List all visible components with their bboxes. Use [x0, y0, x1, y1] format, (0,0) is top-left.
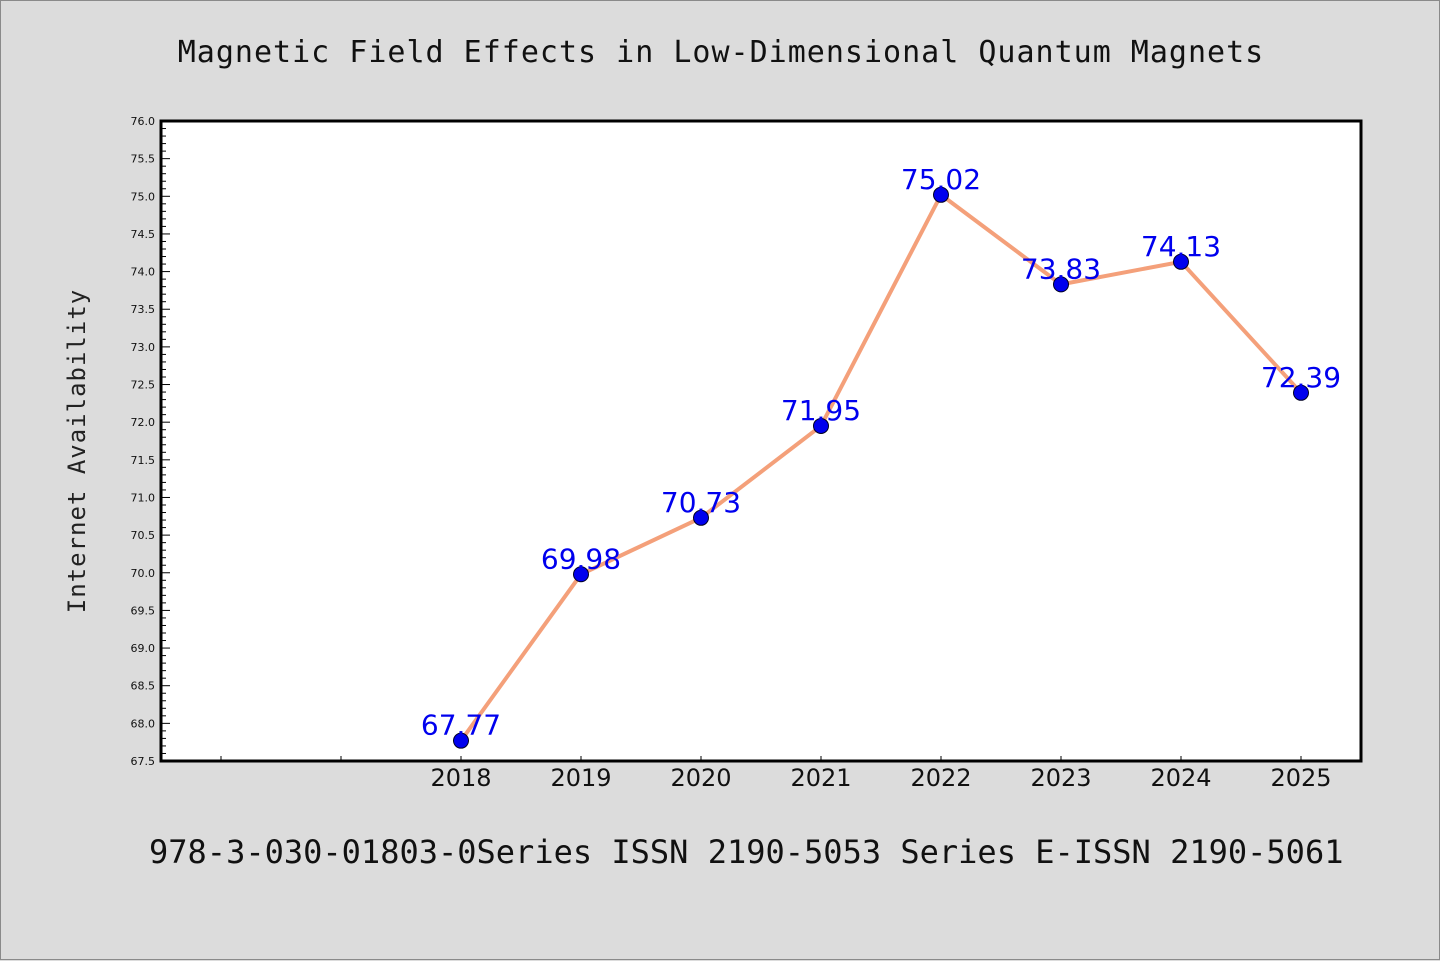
- x-tick-label: 2023: [1030, 764, 1091, 792]
- data-point: [1293, 384, 1309, 401]
- x-tick-label: 2022: [910, 764, 971, 792]
- plot-area: [159, 119, 1363, 763]
- y-tick-label: 67.5: [131, 755, 156, 768]
- data-label: 74.13: [1141, 230, 1221, 263]
- data-point: [573, 566, 589, 583]
- data-label: 72.39: [1261, 361, 1341, 394]
- x-tick-label: 2018: [430, 764, 491, 792]
- chart-title: Magnetic Field Effects in Low-Dimensiona…: [177, 35, 1265, 70]
- y-tick-label: 74.0: [131, 266, 156, 279]
- footer-text: 978-3-030-01803-0Series ISSN 2190-5053 S…: [149, 833, 1344, 871]
- data-point: [933, 186, 949, 203]
- y-tick-label: 75.0: [131, 190, 156, 203]
- x-tick-label: 2021: [790, 764, 851, 792]
- y-tick-label: 69.0: [131, 642, 156, 655]
- y-tick-label: 71.5: [131, 454, 156, 467]
- data-label: 70.73: [661, 486, 741, 519]
- y-tick-label: 74.5: [131, 228, 156, 241]
- data-labels-group: 67.77 69.98 70.73 71.95 75.02 73.83 74.13 72.39: [421, 163, 1341, 742]
- series-group: [453, 186, 1309, 749]
- data-point: [693, 509, 709, 526]
- data-label: 75.02: [901, 163, 981, 196]
- x-tick-label: 2024: [1150, 764, 1211, 792]
- y-axis-label: Internet Availability: [63, 289, 91, 613]
- series-line: [459, 192, 1303, 743]
- y-tick-label: 72.0: [131, 416, 156, 429]
- y-tick-label: 71.0: [131, 491, 156, 504]
- y-tick-label: 73.0: [131, 341, 156, 354]
- y-tick-label: 73.5: [131, 303, 156, 316]
- data-label: 69.98: [541, 542, 621, 575]
- y-tick-label: 70.5: [131, 529, 156, 542]
- y-tick-label: 72.5: [131, 379, 156, 392]
- data-label: 71.95: [781, 394, 861, 427]
- data-point: [1053, 276, 1069, 293]
- y-tick-label: 76.0: [131, 115, 156, 128]
- y-tick-label: 70.0: [131, 567, 156, 580]
- y-tick-label: 68.0: [131, 717, 156, 730]
- y-tick-label: 69.5: [131, 604, 156, 617]
- data-point: [813, 417, 829, 434]
- data-label: 73.83: [1021, 252, 1101, 285]
- data-label: 67.77: [421, 709, 501, 742]
- x-tick-label: 2020: [670, 764, 731, 792]
- y-tick-label: 68.5: [131, 680, 156, 693]
- x-tick-label: 2025: [1270, 764, 1331, 792]
- x-tick-label: 2019: [550, 764, 611, 792]
- data-point: [453, 732, 469, 749]
- data-point: [1173, 253, 1189, 270]
- y-tick-label: 75.5: [131, 153, 156, 166]
- x-axis-ticks: 2018 2019 2020 2021 2022 2023 2024 2025: [220, 756, 1332, 792]
- y-axis-ticks: 67.5 68.0 68.5 69.0 69.5 70.0 70.5 71.0 71.5 72.0…: [131, 115, 170, 768]
